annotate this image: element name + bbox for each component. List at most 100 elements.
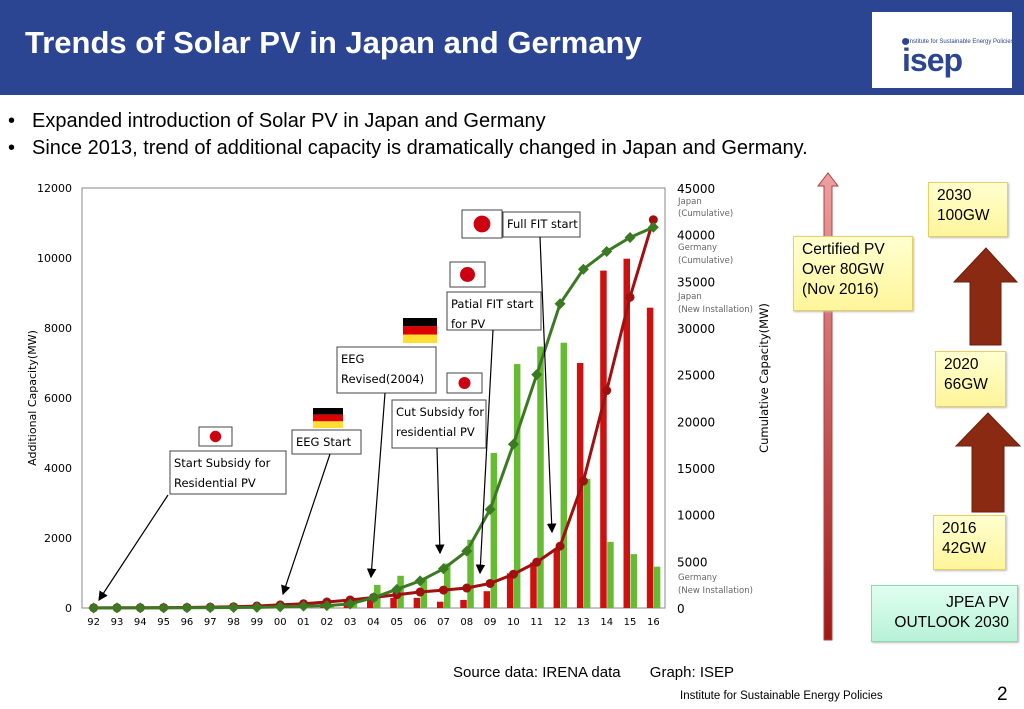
y2-tick-label: 30000 — [677, 322, 715, 336]
point-japan-cumulative — [532, 557, 542, 567]
institute-name: Institute for Sustainable Energy Policie… — [680, 690, 883, 702]
bar-japan-new — [390, 597, 397, 608]
point-japan-cumulative — [625, 292, 635, 302]
x-tick-label: 09 — [484, 617, 497, 628]
point-germany-cumulative — [134, 602, 146, 614]
annotation-box — [336, 346, 437, 394]
point-japan-cumulative — [485, 578, 495, 588]
target-2020-box: 2020 66GW — [935, 351, 1006, 407]
x-tick-label: 99 — [251, 617, 264, 628]
point-germany-cumulative — [368, 592, 379, 604]
annotation-label: Cut Subsidy for — [396, 405, 484, 419]
annotation-arrow — [475, 329, 494, 575]
japan-flag-icon — [449, 261, 486, 288]
y-tick-label: 4000 — [44, 462, 72, 475]
y2-tick-label: 45000 — [677, 182, 715, 196]
annotation-label: EEG Start — [296, 435, 352, 449]
japan-flag-icon — [460, 267, 475, 282]
y-tick-label: 10000 — [37, 252, 72, 265]
legend-label: (Cumulative) — [678, 209, 733, 219]
annotation-label: Full FIT start — [507, 217, 578, 231]
annotation-box — [391, 399, 487, 449]
legend-label: Japan — [677, 292, 702, 302]
y-tick-label: 8000 — [44, 322, 72, 335]
germany-flag-icon — [403, 318, 437, 327]
bar-germany-new — [513, 364, 521, 608]
germany-flag-icon — [313, 414, 343, 422]
bar-germany-new — [607, 541, 614, 608]
point-germany-cumulative — [647, 221, 659, 233]
bar-japan-new — [506, 573, 514, 608]
annotation-box — [502, 211, 581, 238]
point-japan-cumulative — [555, 541, 565, 551]
bar-germany-new — [653, 566, 661, 608]
annotation-label: for PV — [451, 317, 485, 331]
bullet-item: Expanded introduction of Solar PV in Jap… — [8, 108, 808, 135]
annotation-arrow — [539, 236, 557, 534]
bar-germany-new — [397, 575, 404, 608]
annotation-label: Revised(2004) — [341, 372, 424, 386]
y2-tick-label: 5000 — [677, 555, 708, 569]
point-germany-cumulative — [601, 245, 613, 257]
x-tick-label: 08 — [460, 617, 473, 628]
bar-germany-new — [443, 563, 451, 608]
up-arrow-icon — [954, 412, 1022, 513]
x-tick-label: 03 — [344, 617, 357, 628]
point-germany-cumulative — [484, 503, 496, 515]
up-arrow-icon — [952, 247, 1019, 346]
y-tick-label: 12000 — [37, 182, 72, 195]
point-germany-cumulative — [391, 583, 403, 595]
bar-japan-new — [436, 601, 444, 608]
bar-germany-new — [560, 342, 568, 608]
bar-germany-new — [490, 452, 498, 608]
x-tick-label: 13 — [577, 617, 590, 628]
y2-tick-label: 35000 — [677, 275, 715, 289]
point-germany-cumulative — [88, 602, 100, 614]
annotation-box — [169, 450, 287, 495]
y2-tick-label: 25000 — [677, 369, 715, 383]
x-tick-label: 04 — [367, 617, 380, 628]
point-japan-cumulative — [462, 583, 472, 593]
x-tick-label: 93 — [111, 617, 124, 628]
slide-title: Trends of Solar PV in Japan and Germany — [25, 25, 642, 60]
japan-flag-icon — [458, 377, 471, 389]
x-tick-label: 94 — [134, 617, 147, 628]
status-2016-box: 2016 42GW — [933, 515, 1006, 570]
jpea-outlook-box: JPEA PV OUTLOOK 2030 — [871, 585, 1018, 642]
legend-label: (New Installation) — [678, 305, 753, 315]
x-tick-label: 01 — [297, 617, 310, 628]
annotation-arrow — [281, 453, 331, 596]
x-tick-label: 14 — [600, 617, 613, 628]
x-tick-label: 11 — [530, 617, 543, 628]
annotation-label: residential PV — [396, 425, 475, 439]
point-germany-cumulative — [228, 601, 240, 613]
x-tick-label: 98 — [227, 617, 240, 628]
slide-header: Trends of Solar PV in Japan and Germany … — [0, 0, 1024, 95]
bar-japan-new — [530, 562, 537, 608]
x-tick-label: 15 — [624, 617, 637, 628]
annotation-label: Start Subsidy for — [174, 456, 271, 470]
annotation-label: Patial FIT start — [451, 297, 534, 311]
y2-tick-label: 0 — [677, 602, 685, 616]
bar-germany-new — [537, 346, 544, 608]
bar-japan-new — [367, 598, 374, 608]
timeline-arrow — [816, 172, 840, 641]
germany-flag-icon — [313, 408, 343, 415]
y2-axis-title: Cumulative Capacity(MW) — [757, 303, 771, 453]
bar-germany-new — [583, 478, 591, 608]
annotation-label: Residential PV — [174, 476, 256, 490]
annotation-arrow — [98, 494, 169, 602]
point-germany-cumulative — [507, 438, 519, 450]
target-2030-box: 2030 100GW — [928, 182, 1008, 237]
point-germany-cumulative — [181, 602, 193, 614]
x-tick-label: 02 — [320, 617, 333, 628]
point-japan-cumulative — [415, 587, 425, 597]
x-tick-label: 06 — [414, 617, 427, 628]
bar-japan-new — [413, 597, 421, 608]
x-tick-label: 10 — [507, 617, 520, 628]
x-tick-label: 97 — [204, 617, 217, 628]
isep-logo: Institute for Sustainable Energy Policie… — [872, 12, 1014, 88]
point-germany-cumulative — [414, 575, 426, 587]
bar-germany-new — [630, 554, 638, 608]
